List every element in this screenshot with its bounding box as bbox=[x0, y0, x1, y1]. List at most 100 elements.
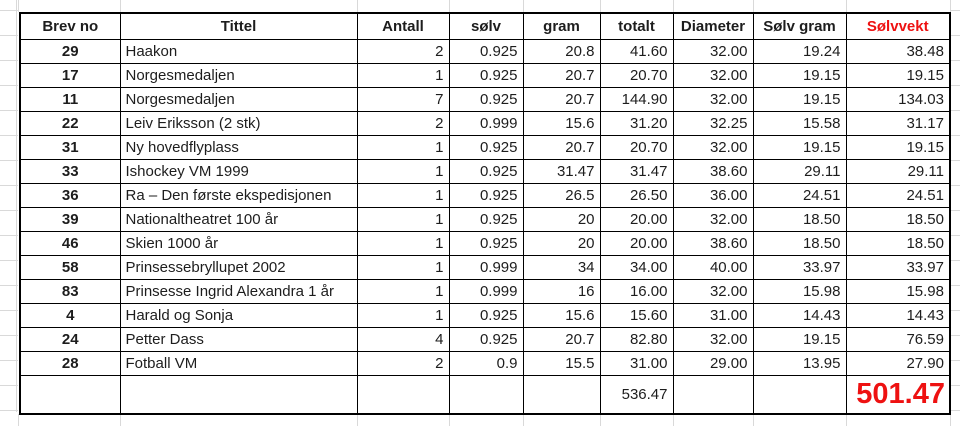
cell-solv[interactable]: 0.925 bbox=[448, 62, 524, 88]
cell-totalt[interactable]: 41.60 bbox=[599, 38, 674, 64]
cell-brev_no[interactable]: 46 bbox=[19, 230, 121, 256]
cell-totalt[interactable]: 31.47 bbox=[599, 158, 674, 184]
header-cell-gram[interactable]: gram bbox=[522, 12, 601, 40]
cell-tittel[interactable]: Leiv Eriksson (2 stk) bbox=[119, 110, 358, 136]
cell-solv[interactable]: 0.999 bbox=[448, 254, 524, 280]
cell-diameter[interactable]: 38.60 bbox=[672, 158, 754, 184]
cell-solvvekt[interactable]: 18.50 bbox=[845, 206, 951, 232]
cell-diameter[interactable]: 29.00 bbox=[672, 350, 754, 376]
cell-brev_no[interactable]: 33 bbox=[19, 158, 121, 184]
cell-antall[interactable]: 1 bbox=[356, 182, 450, 208]
cell-solvvekt[interactable]: 38.48 bbox=[845, 38, 951, 64]
cell-totalt[interactable]: 20.00 bbox=[599, 206, 674, 232]
cell-gram[interactable]: 15.6 bbox=[522, 302, 601, 328]
cell-antall[interactable]: 4 bbox=[356, 326, 450, 352]
cell-brev_no[interactable]: 29 bbox=[19, 38, 121, 64]
empty-cell[interactable] bbox=[119, 374, 358, 415]
cell-antall[interactable]: 1 bbox=[356, 254, 450, 280]
cell-brev_no[interactable]: 28 bbox=[19, 350, 121, 376]
header-cell-totalt[interactable]: totalt bbox=[599, 12, 674, 40]
cell-gram[interactable]: 20 bbox=[522, 230, 601, 256]
cell-solv[interactable]: 0.925 bbox=[448, 182, 524, 208]
cell-antall[interactable]: 2 bbox=[356, 38, 450, 64]
cell-tittel[interactable]: Ny hovedflyplass bbox=[119, 134, 358, 160]
cell-diameter[interactable]: 32.00 bbox=[672, 278, 754, 304]
cell-solv_gram[interactable]: 18.50 bbox=[752, 230, 847, 256]
header-cell-tittel[interactable]: Tittel bbox=[119, 12, 358, 40]
cell-totalt[interactable]: 144.90 bbox=[599, 86, 674, 112]
cell-brev_no[interactable]: 83 bbox=[19, 278, 121, 304]
cell-diameter[interactable]: 38.60 bbox=[672, 230, 754, 256]
cell-solvvekt[interactable]: 76.59 bbox=[845, 326, 951, 352]
cell-solv[interactable]: 0.925 bbox=[448, 230, 524, 256]
cell-gram[interactable]: 20.8 bbox=[522, 38, 601, 64]
cell-gram[interactable]: 20.7 bbox=[522, 86, 601, 112]
cell-solv_gram[interactable]: 13.95 bbox=[752, 350, 847, 376]
cell-brev_no[interactable]: 17 bbox=[19, 62, 121, 88]
cell-tittel[interactable]: Haakon bbox=[119, 38, 358, 64]
empty-cell[interactable] bbox=[448, 374, 524, 415]
cell-brev_no[interactable]: 36 bbox=[19, 182, 121, 208]
cell-tittel[interactable]: Fotball VM bbox=[119, 350, 358, 376]
cell-solvvekt[interactable]: 14.43 bbox=[845, 302, 951, 328]
cell-brev_no[interactable]: 31 bbox=[19, 134, 121, 160]
cell-antall[interactable]: 1 bbox=[356, 206, 450, 232]
cell-solv_gram[interactable]: 19.15 bbox=[752, 62, 847, 88]
cell-diameter[interactable]: 32.00 bbox=[672, 326, 754, 352]
cell-solv[interactable]: 0.925 bbox=[448, 158, 524, 184]
cell-solvvekt[interactable]: 27.90 bbox=[845, 350, 951, 376]
cell-solv_gram[interactable]: 33.97 bbox=[752, 254, 847, 280]
cell-diameter[interactable]: 31.00 bbox=[672, 302, 754, 328]
cell-gram[interactable]: 15.6 bbox=[522, 110, 601, 136]
cell-solv[interactable]: 0.999 bbox=[448, 110, 524, 136]
cell-brev_no[interactable]: 58 bbox=[19, 254, 121, 280]
cell-diameter[interactable]: 32.00 bbox=[672, 86, 754, 112]
cell-solvvekt[interactable]: 134.03 bbox=[845, 86, 951, 112]
header-cell-solvvekt[interactable]: Sølvvekt bbox=[845, 12, 951, 40]
cell-tittel[interactable]: Skien 1000 år bbox=[119, 230, 358, 256]
cell-gram[interactable]: 15.5 bbox=[522, 350, 601, 376]
cell-totalt[interactable]: 20.70 bbox=[599, 134, 674, 160]
cell-diameter[interactable]: 32.00 bbox=[672, 62, 754, 88]
cell-solv[interactable]: 0.925 bbox=[448, 302, 524, 328]
cell-solv_gram[interactable]: 14.43 bbox=[752, 302, 847, 328]
cell-totalt[interactable]: 15.60 bbox=[599, 302, 674, 328]
cell-solv_gram[interactable]: 19.15 bbox=[752, 86, 847, 112]
cell-antall[interactable]: 1 bbox=[356, 62, 450, 88]
header-cell-antall[interactable]: Antall bbox=[356, 12, 450, 40]
cell-totalt[interactable]: 82.80 bbox=[599, 326, 674, 352]
cell-gram[interactable]: 16 bbox=[522, 278, 601, 304]
empty-cell[interactable] bbox=[672, 374, 754, 415]
cell-diameter[interactable]: 36.00 bbox=[672, 182, 754, 208]
cell-totalt[interactable]: 31.00 bbox=[599, 350, 674, 376]
cell-solv_gram[interactable]: 19.15 bbox=[752, 134, 847, 160]
cell-gram[interactable]: 20 bbox=[522, 206, 601, 232]
cell-diameter[interactable]: 32.25 bbox=[672, 110, 754, 136]
cell-tittel[interactable]: Nationaltheatret 100 år bbox=[119, 206, 358, 232]
header-cell-brev_no[interactable]: Brev no bbox=[19, 12, 121, 40]
cell-solv_gram[interactable]: 18.50 bbox=[752, 206, 847, 232]
cell-solvvekt[interactable]: 19.15 bbox=[845, 134, 951, 160]
cell-tittel[interactable]: Ra – Den første ekspedisjonen bbox=[119, 182, 358, 208]
cell-antall[interactable]: 1 bbox=[356, 230, 450, 256]
cell-tittel[interactable]: Norgesmedaljen bbox=[119, 86, 358, 112]
cell-solv[interactable]: 0.925 bbox=[448, 326, 524, 352]
total-totalt[interactable]: 536.47 bbox=[599, 374, 674, 415]
header-cell-solv[interactable]: sølv bbox=[448, 12, 524, 40]
header-cell-diameter[interactable]: Diameter bbox=[672, 12, 754, 40]
cell-solv_gram[interactable]: 19.24 bbox=[752, 38, 847, 64]
cell-tittel[interactable]: Harald og Sonja bbox=[119, 302, 358, 328]
cell-solv[interactable]: 0.9 bbox=[448, 350, 524, 376]
cell-totalt[interactable]: 31.20 bbox=[599, 110, 674, 136]
cell-antall[interactable]: 1 bbox=[356, 134, 450, 160]
cell-brev_no[interactable]: 11 bbox=[19, 86, 121, 112]
empty-cell[interactable] bbox=[19, 374, 121, 415]
cell-solv[interactable]: 0.999 bbox=[448, 278, 524, 304]
cell-brev_no[interactable]: 22 bbox=[19, 110, 121, 136]
cell-antall[interactable]: 2 bbox=[356, 110, 450, 136]
cell-solv_gram[interactable]: 24.51 bbox=[752, 182, 847, 208]
cell-solvvekt[interactable]: 18.50 bbox=[845, 230, 951, 256]
cell-brev_no[interactable]: 39 bbox=[19, 206, 121, 232]
cell-antall[interactable]: 2 bbox=[356, 350, 450, 376]
cell-diameter[interactable]: 32.00 bbox=[672, 38, 754, 64]
